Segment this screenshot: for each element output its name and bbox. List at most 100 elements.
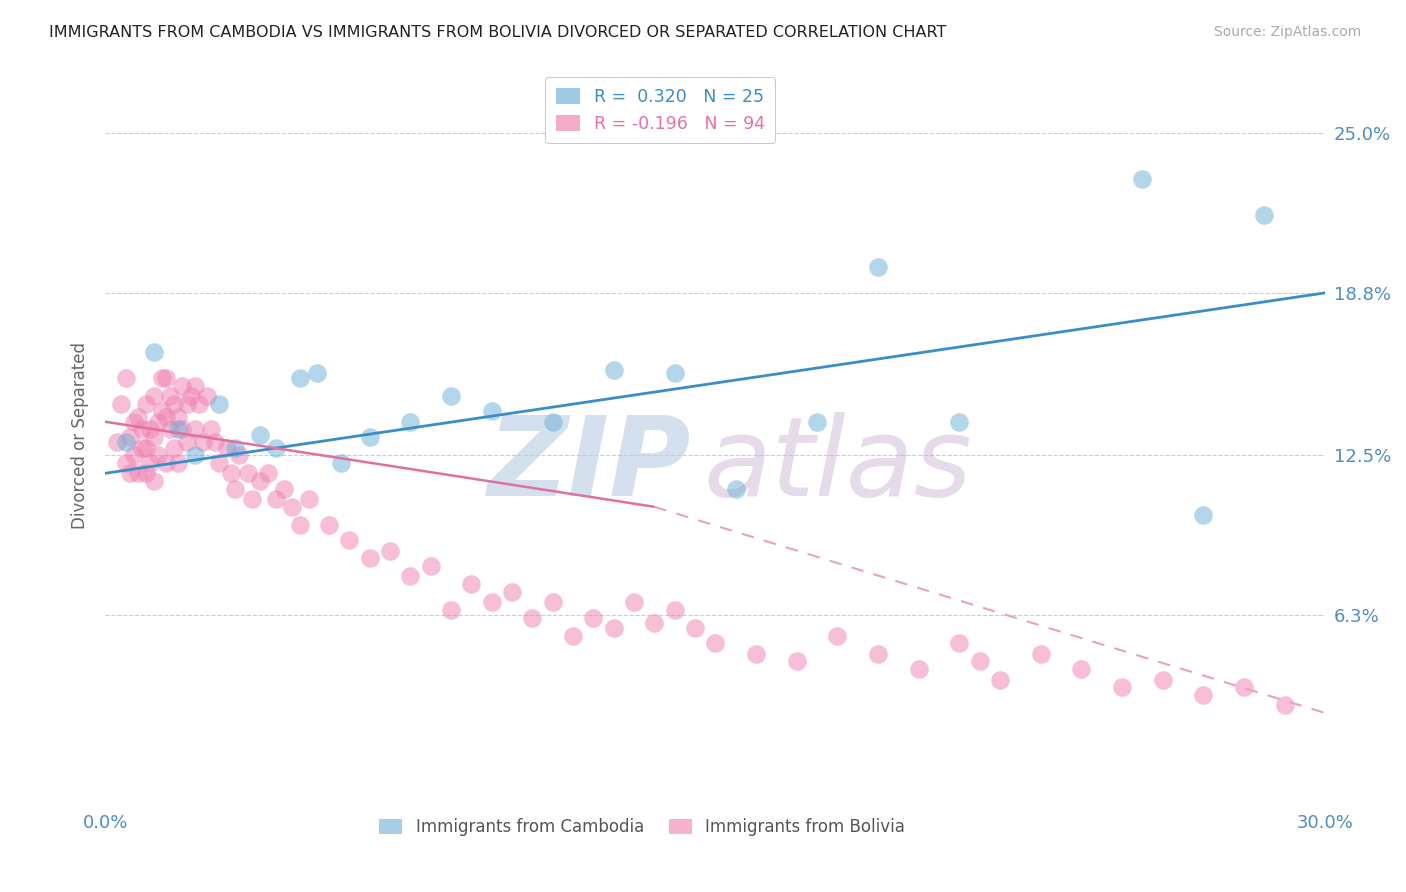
Point [155,371,177,385]
Point [139,422,162,436]
Point [249,427,271,442]
Point [359,430,381,444]
Point [107,435,129,450]
Point [460,577,482,591]
Point [143,430,166,444]
Point [806,415,828,429]
Point [131,441,153,455]
Point [131,422,153,436]
Point [948,636,970,650]
Point [724,482,747,496]
Point [180,389,202,403]
Point [146,415,169,429]
Point [1152,673,1174,687]
Point [337,533,360,548]
Point [440,389,463,403]
Point [704,636,727,650]
Point [1192,688,1215,702]
Point [155,409,177,424]
Point [176,435,198,450]
Point [228,448,250,462]
Point [745,647,768,661]
Text: atlas: atlas [703,412,972,519]
Point [399,415,422,429]
Point [1070,662,1092,676]
Point [155,456,177,470]
Point [440,603,463,617]
Point [200,422,222,436]
Point [664,603,686,617]
Point [167,422,190,436]
Point [150,371,173,385]
Point [281,500,304,514]
Point [481,595,503,609]
Point [273,482,295,496]
Point [191,435,214,450]
Point [399,569,422,583]
Point [236,467,259,481]
Text: Source: ZipAtlas.com: Source: ZipAtlas.com [1213,25,1361,39]
Point [683,621,706,635]
Point [481,404,503,418]
Point [541,415,564,429]
Text: IMMIGRANTS FROM CAMBODIA VS IMMIGRANTS FROM BOLIVIA DIVORCED OR SEPARATED CORREL: IMMIGRANTS FROM CAMBODIA VS IMMIGRANTS F… [49,25,946,40]
Point [359,551,381,566]
Point [623,595,645,609]
Point [522,610,544,624]
Point [135,397,157,411]
Point [127,409,149,424]
Point [866,260,889,274]
Point [143,474,166,488]
Point [163,441,186,455]
Point [988,673,1011,687]
Point [183,448,205,462]
Point [217,441,239,455]
Text: ZIP: ZIP [488,412,690,519]
Point [827,629,849,643]
Point [1132,172,1154,186]
Point [143,389,166,403]
Point [118,430,141,444]
Point [582,610,605,624]
Point [419,559,441,574]
Point [1274,698,1296,713]
Point [290,371,312,385]
Point [127,467,149,481]
Point [204,435,226,450]
Point [290,517,312,532]
Point [305,366,328,380]
Point [643,615,665,630]
Point [176,397,198,411]
Point [150,404,173,418]
Point [264,441,287,455]
Point [159,422,181,436]
Point [195,389,218,403]
Point [240,491,263,506]
Point [1233,680,1256,694]
Point [224,441,246,455]
Point [139,456,162,470]
Point [378,543,401,558]
Point [122,415,145,429]
Point [183,422,205,436]
Point [1192,508,1215,522]
Point [866,647,889,661]
Point [1029,647,1052,661]
Point [664,366,686,380]
Point [786,655,808,669]
Point [172,422,194,436]
Point [114,435,136,450]
Point [122,448,145,462]
Point [183,378,205,392]
Point [143,345,166,359]
Point [146,448,169,462]
Point [159,389,181,403]
Y-axis label: Divorced or Separated: Divorced or Separated [72,343,89,530]
Point [172,378,194,392]
Point [330,456,353,470]
Point [541,595,564,609]
Point [602,621,624,635]
Point [602,363,624,377]
Point [318,517,340,532]
Point [114,371,136,385]
